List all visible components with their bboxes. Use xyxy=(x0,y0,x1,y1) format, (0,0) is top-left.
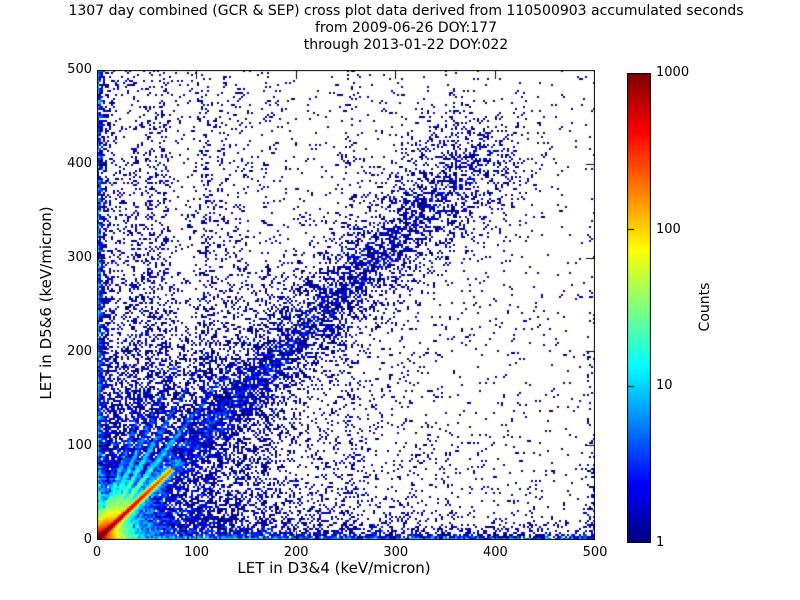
x-tick-label: 100 xyxy=(184,545,209,560)
y-tick-label: 100 xyxy=(67,438,92,453)
density-plot-canvas xyxy=(97,70,595,540)
y-tick-label: 300 xyxy=(67,250,92,265)
colorbar-tick-100: 100 xyxy=(656,222,681,237)
figure-title-line-3: through 2013-01-22 DOY:022 xyxy=(303,37,509,53)
x-tick-label: 0 xyxy=(92,545,102,560)
x-tick-label: 400 xyxy=(482,545,508,560)
x-tick-label: 300 xyxy=(383,545,409,560)
figure-title-line-1: 1307 day combined (GCR & SEP) cross plot… xyxy=(68,3,744,19)
y-tick-label: 500 xyxy=(67,62,92,77)
colorbar-tick-1: 1 xyxy=(656,535,665,550)
y-tick-label: 400 xyxy=(67,156,92,171)
x-tick-label: 500 xyxy=(582,545,608,560)
colorbar-tick-10: 10 xyxy=(656,378,673,393)
figure-title: 1307 day combined (GCR & SEP) cross plot… xyxy=(4,3,800,54)
y-axis-label: LET in D5&6 (keV/micron) xyxy=(37,206,55,400)
colorbar-title: Counts xyxy=(697,282,713,332)
x-axis-label: LET in D3&4 (keV/micron) xyxy=(237,559,431,577)
x-tick-label: 200 xyxy=(283,545,309,560)
colorbar-tick-1000: 1000 xyxy=(656,65,690,80)
figure-title-line-2: from 2009-06-26 DOY:177 xyxy=(314,20,497,36)
y-tick-label: 200 xyxy=(67,344,92,359)
colorbar-canvas xyxy=(627,73,651,543)
y-tick-label: 0 xyxy=(83,532,92,547)
